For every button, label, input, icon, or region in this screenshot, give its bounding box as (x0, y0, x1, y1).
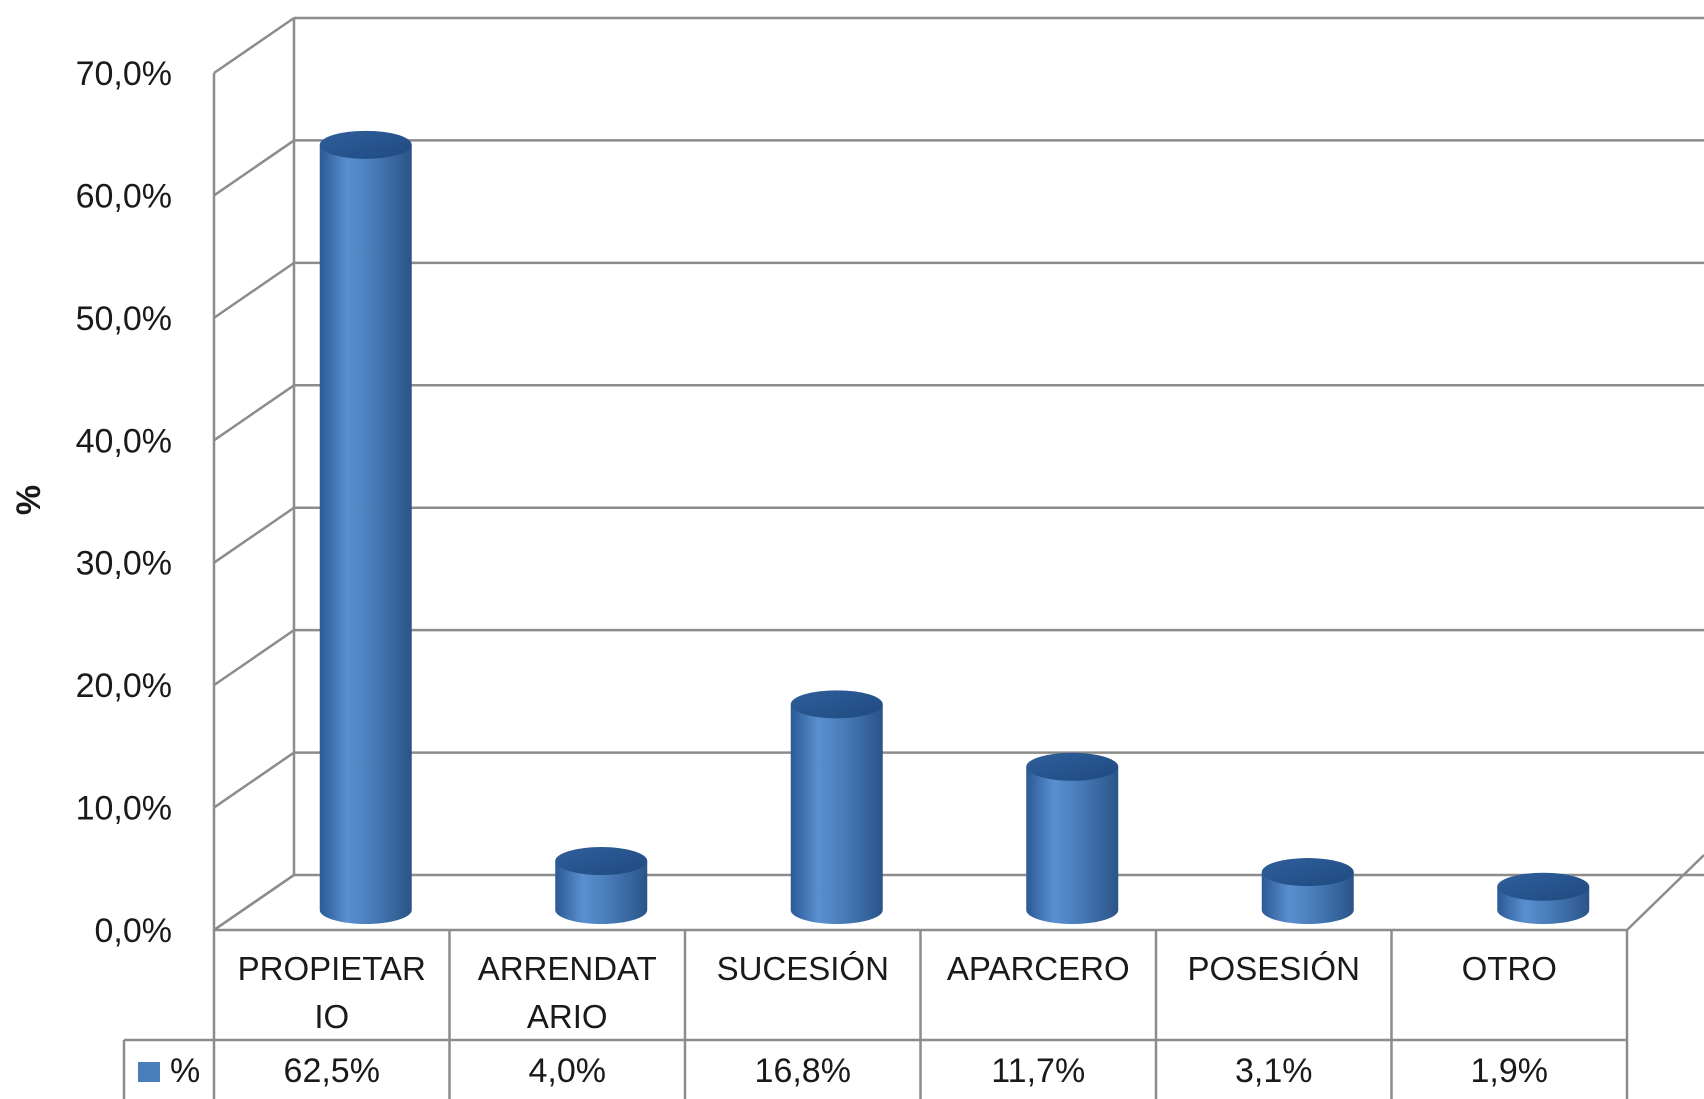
legend-series-name: % (170, 1052, 200, 1090)
y-tick-label: 40,0% (76, 422, 172, 460)
category-label: IO (314, 998, 349, 1035)
chart-walls (212, 16, 1704, 932)
bar-top (1497, 872, 1590, 901)
bars (319, 130, 1590, 925)
bar-body (555, 861, 648, 924)
bar-body (1026, 766, 1119, 924)
bar-top (1026, 752, 1119, 781)
bar-body (319, 144, 412, 925)
chart-floor (213, 854, 1704, 932)
category-label: PROPIETAR (238, 950, 426, 987)
y-tick-label: 60,0% (76, 177, 172, 215)
category-label: SUCESIÓN (717, 950, 889, 987)
data-table-value: 62,5% (284, 1052, 380, 1090)
y-tick-label: 70,0% (76, 55, 172, 93)
y-tick-label: 30,0% (76, 545, 172, 583)
bar-top (555, 847, 648, 876)
legend-swatch (138, 1062, 160, 1082)
y-tick-label: 10,0% (76, 790, 172, 828)
bar-top (319, 130, 412, 159)
side-wall-tick (213, 506, 295, 564)
category-label: ARRENDAT (478, 950, 657, 987)
bar (1497, 872, 1590, 924)
bar (555, 847, 648, 924)
bar (1026, 752, 1119, 924)
data-table: PROPIETAR IO 62,5% ARRENDAT ARIO 4,0% SUCESIÓN… (122, 930, 1629, 1099)
side-wall-tick (213, 751, 295, 809)
data-table-value: 16,8% (755, 1052, 851, 1090)
y-axis-title: % (10, 485, 48, 515)
y-tick-label: 50,0% (76, 300, 172, 338)
y-tick-label: 0,0% (95, 912, 173, 950)
y-tick-label: 20,0% (76, 667, 172, 705)
bar (790, 690, 883, 924)
side-wall-tick (213, 261, 295, 319)
data-table-value: 3,1% (1235, 1052, 1313, 1090)
category-label: POSESIÓN (1188, 950, 1360, 987)
bar-top (1261, 858, 1354, 887)
bar-top (790, 690, 883, 719)
bar (1261, 858, 1354, 924)
category-label: OTRO (1462, 950, 1557, 987)
side-wall-tick (213, 16, 295, 75)
side-wall-tick (213, 139, 295, 197)
data-table-value: 1,9% (1471, 1052, 1549, 1090)
bar-body (1261, 872, 1354, 924)
category-label: APARCERO (947, 950, 1130, 987)
side-wall-tick (213, 629, 295, 687)
data-table-value: 4,0% (529, 1052, 607, 1090)
category-label: ARIO (527, 998, 608, 1035)
bar (319, 130, 412, 925)
side-wall-tick (213, 384, 295, 442)
y-axis-tick-labels: 0,0% 10,0% 20,0% 30,0% 40,0% 50,0% 60,0% 70,0% (76, 55, 172, 950)
data-table-value: 11,7% (991, 1052, 1085, 1090)
bar-body (790, 704, 883, 924)
